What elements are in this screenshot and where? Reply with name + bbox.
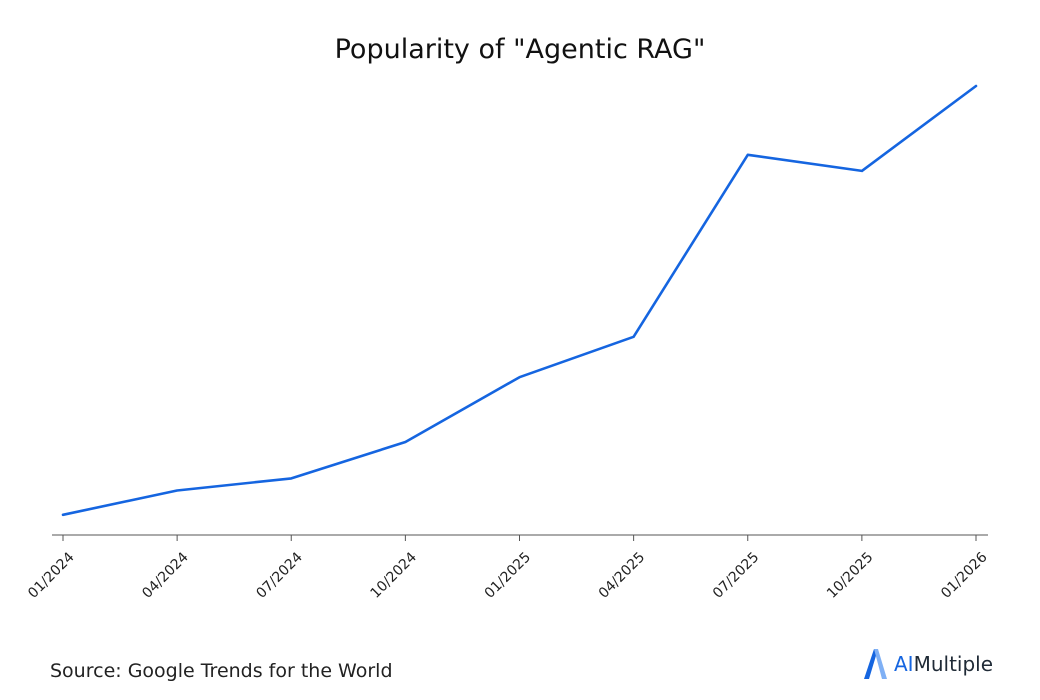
brand-name-multiple: Multiple [913,652,994,676]
x-tick-label: 10/2025 [824,549,876,601]
x-tick-label: 04/2024 [139,549,192,602]
x-tick-label: 01/2025 [482,549,534,601]
x-tick-label: 07/2024 [253,549,306,602]
source-note: Source: Google Trends for the World [50,660,393,682]
aimultiple-logo-icon [864,649,887,679]
brand-name-ai: AI [894,652,914,676]
x-tick-label: 01/2026 [938,549,991,602]
x-tick-label: 01/2024 [25,549,78,602]
series-line [61,84,978,517]
x-tick-label: 10/2024 [368,549,421,602]
brand-name: AIMultiple [894,652,993,676]
x-axis-tick-labels: 01/2024 04/2024 07/2024 10/2024 01/2025 04/20… [25,549,991,602]
x-tick-label: 07/2025 [710,549,762,601]
chart-title: Popularity of "Agentic RAG" [335,34,706,65]
x-tick-label: 04/2025 [596,549,648,601]
x-axis-ticks [62,535,977,541]
brand-logo: AIMultiple [862,646,993,682]
